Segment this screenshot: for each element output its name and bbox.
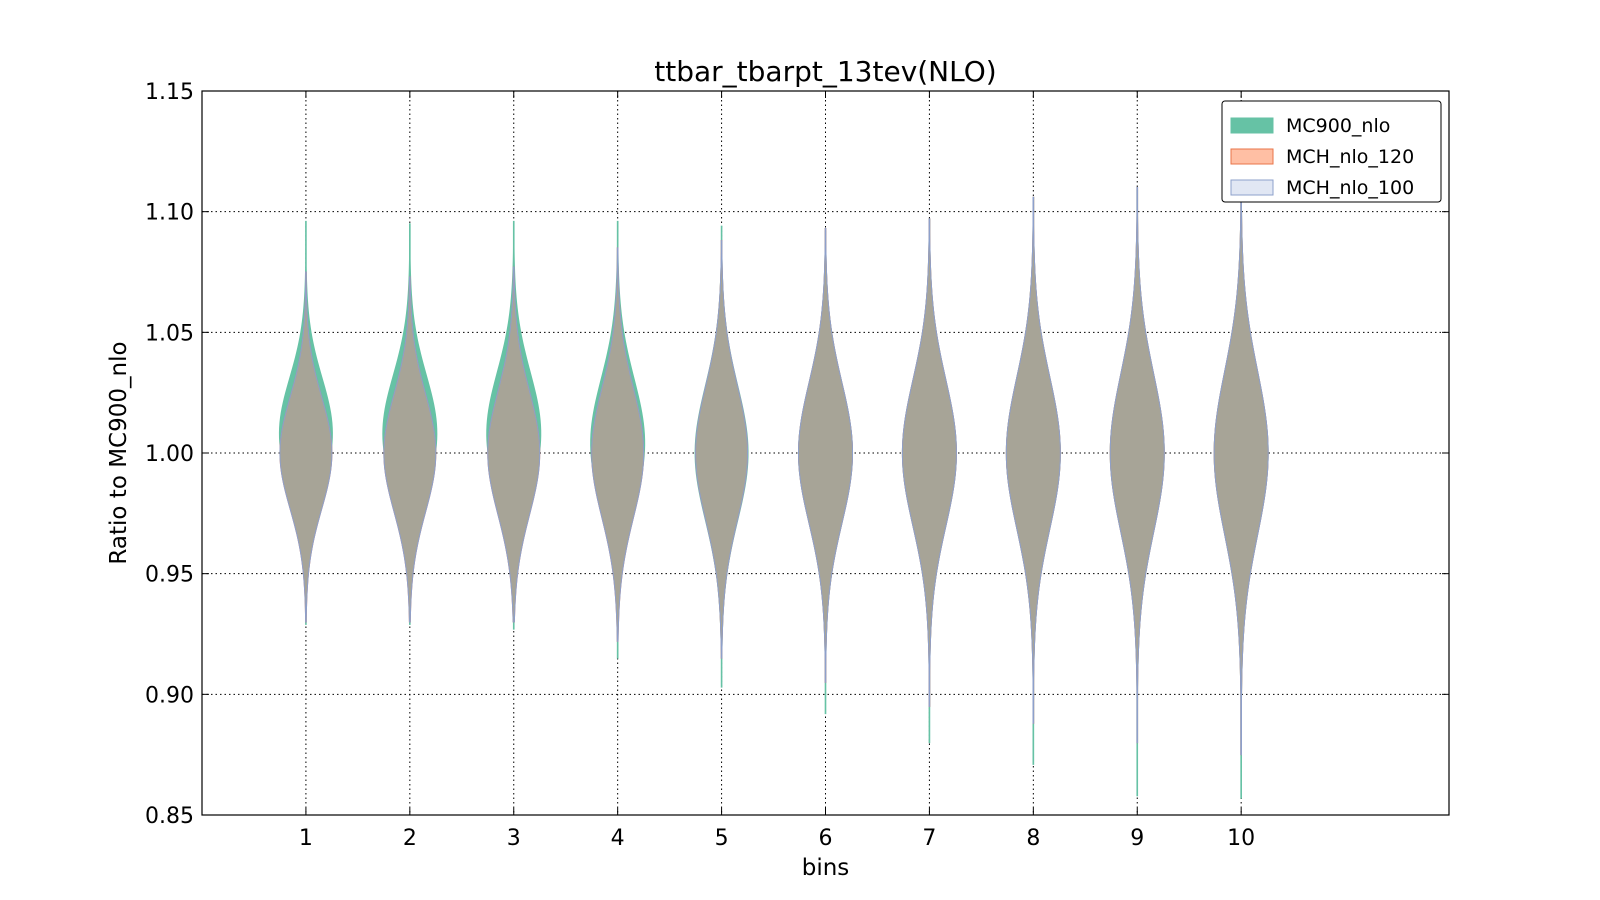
x-tick-label: 7 — [922, 826, 936, 851]
violin-bin-6 — [797, 228, 854, 683]
y-tick-label: 1.10 — [145, 201, 194, 226]
violin-bin-4 — [591, 247, 645, 642]
x-tick-label: 6 — [819, 826, 833, 851]
legend-swatch — [1230, 117, 1274, 134]
violin-bin-7 — [901, 218, 957, 707]
y-tick-label: 0.95 — [145, 563, 194, 588]
legend-label: MCH_nlo_120 — [1286, 146, 1414, 168]
x-tick-label: 4 — [611, 826, 625, 851]
series-mch-nlo-100 — [279, 187, 1269, 756]
violin-bin-1 — [279, 271, 333, 623]
x-axis-label: bins — [802, 855, 850, 881]
y-tick-label: 1.00 — [145, 442, 194, 467]
legend-label: MCH_nlo_100 — [1286, 177, 1414, 199]
legend-label: MC900_nlo — [1286, 115, 1390, 137]
x-tick-label: 2 — [403, 826, 417, 851]
legend-box — [1221, 100, 1442, 203]
legend-swatch — [1230, 179, 1274, 196]
violin-bin-9 — [1109, 187, 1165, 744]
x-tick-label: 8 — [1026, 826, 1040, 851]
y-tick-label: 1.15 — [145, 80, 194, 105]
x-tick-label: 3 — [507, 826, 521, 851]
y-tick-label: 0.90 — [145, 683, 194, 708]
violin-bin-10 — [1213, 187, 1269, 756]
x-tick-label: 9 — [1130, 826, 1144, 851]
y-tick-label: 0.85 — [145, 804, 194, 829]
violin-layer — [278, 187, 1269, 799]
violin-bin-5 — [695, 240, 749, 659]
x-tick-label: 5 — [715, 826, 729, 851]
legend-swatch — [1230, 148, 1274, 165]
x-tick-label: 10 — [1227, 826, 1255, 851]
legend: MC900_nlo MCH_nlo_120 MCH_nlo_100 — [1221, 100, 1442, 203]
x-tick-label: 1 — [299, 826, 313, 851]
tick-layer: 0.85 0.90 0.95 1.00 1.05 1.10 1.15 1 2 3 4 5 6 7 8 9 10 — [145, 80, 1449, 851]
violin-bin-3 — [487, 266, 541, 623]
y-axis-label: Ratio to MC900_nlo — [106, 341, 132, 564]
y-tick-label: 1.05 — [145, 321, 194, 346]
violin-bin-2 — [383, 276, 437, 623]
violin-bin-8 — [1005, 196, 1061, 724]
chart-title: ttbar_tbarpt_13tev(NLO) — [654, 55, 996, 88]
